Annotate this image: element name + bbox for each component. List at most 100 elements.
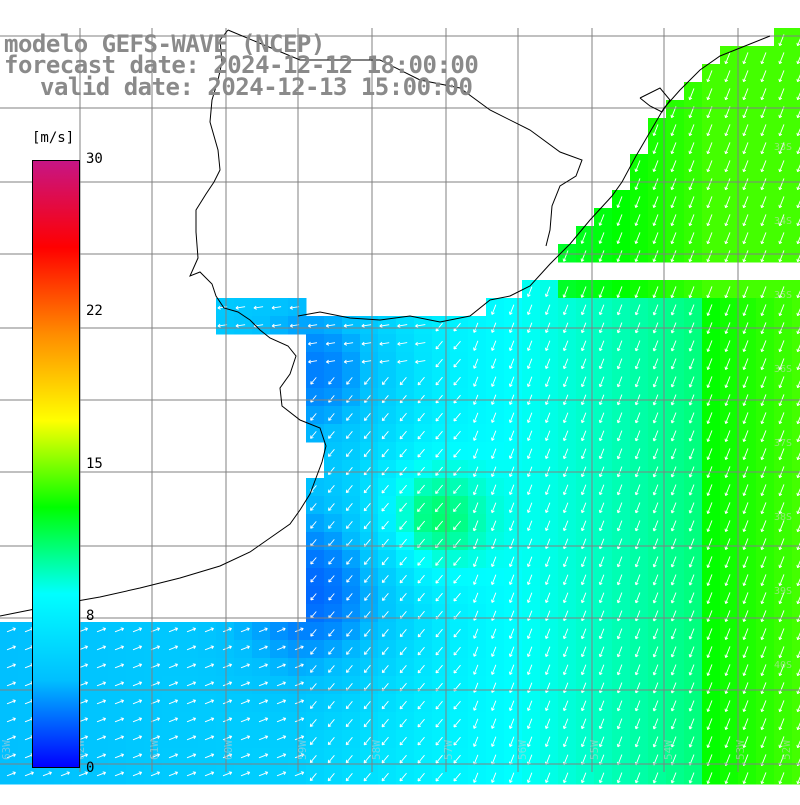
wind-vector-arrow <box>580 736 587 748</box>
wind-vector-arrow <box>562 520 569 532</box>
wind-vector-arrow <box>491 340 497 351</box>
wind-speed-cell <box>792 298 800 317</box>
wind-vector-arrow <box>276 771 287 777</box>
wind-vector-arrow <box>706 286 713 299</box>
wind-vector-arrow <box>760 124 767 137</box>
wind-vector-arrow <box>235 305 246 310</box>
wind-vector-arrow <box>381 575 389 584</box>
wind-vector-arrow <box>526 448 533 459</box>
wind-vector-arrow <box>222 663 233 669</box>
wind-vector-arrow <box>310 521 317 529</box>
wind-vector-arrow <box>294 699 305 705</box>
wind-vector-arrow <box>346 413 353 421</box>
wind-vector-arrow <box>415 323 426 328</box>
wind-vector-arrow <box>778 142 785 155</box>
wind-vector-arrow <box>345 665 353 673</box>
wind-vector-arrow <box>724 592 731 604</box>
wind-vector-arrow <box>760 664 767 677</box>
wind-vector-arrow <box>598 664 605 676</box>
wind-vector-arrow <box>399 665 407 674</box>
wind-vector-arrow <box>472 484 479 496</box>
wind-vector-arrow <box>508 592 515 603</box>
wind-speed-cell <box>792 352 800 371</box>
wind-vector-arrow <box>760 376 767 389</box>
wind-vector-arrow <box>580 646 587 658</box>
wind-vector-arrow <box>580 286 587 298</box>
wind-vector-arrow <box>399 412 407 422</box>
latitude-label: 40S <box>774 660 792 671</box>
wind-vector-arrow <box>544 358 551 370</box>
wind-vector-arrow <box>562 412 569 424</box>
wind-vector-arrow <box>670 196 677 209</box>
wind-vector-arrow <box>379 359 390 364</box>
wind-vector-arrow <box>670 214 677 227</box>
wind-vector-arrow <box>778 340 785 353</box>
colorbar-tick-0: 0 <box>86 760 95 776</box>
wind-vector-arrow <box>435 322 443 332</box>
wind-vector-arrow <box>168 645 179 651</box>
wind-vector-arrow <box>345 755 353 764</box>
wind-vector-arrow <box>670 124 677 137</box>
wind-vector-arrow <box>616 286 623 298</box>
wind-vector-arrow <box>616 412 623 424</box>
wind-vector-arrow <box>670 304 677 316</box>
wind-vector-arrow <box>399 466 407 476</box>
wind-vector-arrow <box>544 484 551 496</box>
wind-vector-arrow <box>742 772 749 785</box>
wind-vector-arrow <box>778 232 785 245</box>
wind-speed-cell <box>792 748 800 767</box>
wind-vector-arrow <box>96 645 107 651</box>
wind-vector-arrow <box>399 556 407 566</box>
wind-vector-arrow <box>310 575 317 583</box>
wind-vector-arrow <box>724 304 731 316</box>
wind-vector-arrow <box>186 627 197 633</box>
wind-vector-arrow <box>706 718 713 730</box>
wind-vector-arrow <box>598 646 605 658</box>
wind-vector-arrow <box>508 700 515 711</box>
wind-vector-arrow <box>652 196 659 209</box>
wind-vector-arrow <box>688 520 695 532</box>
wind-vector-arrow <box>328 665 335 673</box>
wind-vector-arrow <box>132 699 143 705</box>
longitude-label: 63W <box>0 740 13 760</box>
wind-vector-arrow <box>760 358 767 371</box>
wind-vector-arrow <box>343 323 354 328</box>
wind-vector-arrow <box>417 412 425 422</box>
wind-vector-arrow <box>294 681 304 687</box>
wind-vector-arrow <box>381 772 389 782</box>
wind-vector-arrow <box>114 771 125 777</box>
wind-vector-arrow <box>778 124 785 137</box>
wind-vector-arrow <box>634 718 641 730</box>
wind-vector-arrow <box>706 574 713 586</box>
wind-vector-arrow <box>616 340 623 352</box>
wind-vector-arrow <box>562 664 569 676</box>
wind-vector-arrow <box>706 142 713 155</box>
wind-vector-arrow <box>453 718 461 728</box>
wind-vector-arrow <box>706 232 713 245</box>
wind-vector-arrow <box>186 645 197 651</box>
wind-vector-arrow <box>580 718 587 730</box>
wind-vector-arrow <box>742 646 749 659</box>
wind-vector-arrow <box>491 304 497 315</box>
wind-vector-arrow <box>670 178 677 191</box>
wind-vector-arrow <box>381 665 389 674</box>
wind-vector-arrow <box>276 753 287 759</box>
wind-vector-arrow <box>724 700 731 712</box>
wind-vector-arrow <box>760 700 767 713</box>
wind-vector-arrow <box>598 592 605 604</box>
wind-vector-arrow <box>778 430 785 443</box>
wind-vector-arrow <box>508 340 515 351</box>
valid-date: valid date: 2024-12-13 15:00:00 <box>40 73 473 101</box>
wind-vector-arrow <box>294 771 305 777</box>
latitude-label: 33S <box>774 142 792 153</box>
wind-vector-arrow <box>381 484 389 494</box>
wind-vector-arrow <box>652 286 659 299</box>
wind-vector-arrow <box>222 699 233 705</box>
wind-vector-arrow <box>688 484 695 496</box>
wind-vector-arrow <box>742 376 749 389</box>
wind-vector-arrow <box>580 304 587 316</box>
wind-vector-arrow <box>616 250 623 262</box>
wind-vector-arrow <box>598 304 605 316</box>
wind-vector-arrow <box>670 340 677 352</box>
wind-vector-arrow <box>616 736 623 748</box>
